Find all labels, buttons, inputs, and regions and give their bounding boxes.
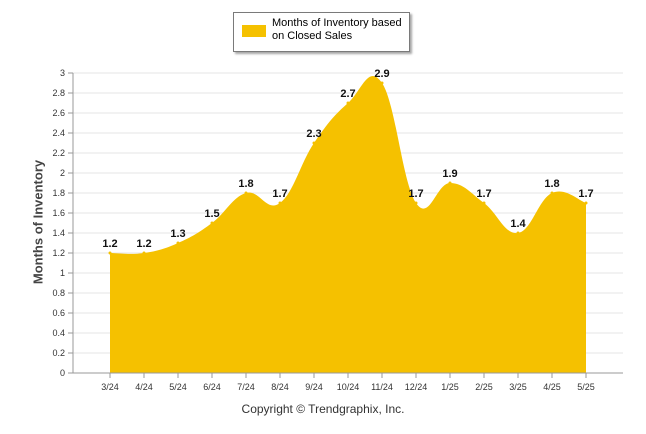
data-label: 1.4 xyxy=(510,218,526,230)
x-tick-label: 3/25 xyxy=(509,382,527,392)
x-tick-label: 9/24 xyxy=(305,382,323,392)
x-tick-label: 4/24 xyxy=(135,382,153,392)
x-tick-label: 4/25 xyxy=(543,382,561,392)
data-point[interactable] xyxy=(176,241,180,245)
y-tick-label: 0.4 xyxy=(52,328,65,338)
x-tick-label: 2/25 xyxy=(475,382,493,392)
y-tick-labels: 0 0.2 0.4 0.6 0.8 1 1.2 1.4 1.6 1.8 2 2.2 2.4 2.6 2.8 3 xyxy=(52,68,65,378)
data-label: 1.7 xyxy=(272,188,287,200)
x-tick-label: 1/25 xyxy=(441,382,459,392)
x-tick-label: 12/24 xyxy=(405,382,428,392)
y-tick-label: 1.4 xyxy=(52,228,65,238)
data-point[interactable] xyxy=(142,251,146,255)
data-label: 1.8 xyxy=(238,178,253,190)
series-area-months-of-inventory xyxy=(110,76,586,373)
x-tick-label: 10/24 xyxy=(337,382,360,392)
data-point[interactable] xyxy=(448,181,452,185)
y-tick-label: 2 xyxy=(60,168,65,178)
data-label: 1.2 xyxy=(102,238,117,250)
x-tick-label: 11/24 xyxy=(371,382,393,392)
data-label: 2.7 xyxy=(340,88,355,100)
legend-label: Months of Inventory based on Closed Sale… xyxy=(272,17,402,42)
data-point[interactable] xyxy=(278,201,282,205)
data-point[interactable] xyxy=(482,201,486,205)
data-label: 2.9 xyxy=(374,68,389,80)
data-label: 2.3 xyxy=(306,128,321,140)
data-label: 1.8 xyxy=(544,178,559,190)
x-tick-label: 6/24 xyxy=(203,382,221,392)
data-point[interactable] xyxy=(244,191,248,195)
x-tick-label: 5/24 xyxy=(169,382,187,392)
data-point[interactable] xyxy=(210,221,214,225)
y-tick-label: 2.4 xyxy=(52,128,65,138)
y-tick-label: 0.8 xyxy=(52,288,65,298)
x-tick-labels: 3/24 4/24 5/24 6/24 7/24 8/24 9/24 10/24 11/24 12… xyxy=(101,373,595,392)
x-tick-label: 8/24 xyxy=(271,382,289,392)
data-label: 1.3 xyxy=(170,228,185,240)
data-label: 1.7 xyxy=(408,188,423,200)
x-tick-label: 7/24 xyxy=(237,382,255,392)
copyright-text: Copyright © Trendgraphix, Inc. xyxy=(241,402,405,416)
data-point[interactable] xyxy=(346,101,350,105)
data-label: 1.5 xyxy=(204,208,219,220)
y-tick-label: 0.2 xyxy=(52,348,65,358)
data-point[interactable] xyxy=(380,81,384,85)
legend-swatch xyxy=(242,25,266,37)
y-tick-label: 0.6 xyxy=(52,308,65,318)
data-point[interactable] xyxy=(312,141,316,145)
data-label: 1.2 xyxy=(136,238,151,250)
data-label: 1.9 xyxy=(442,168,457,180)
data-label: 1.7 xyxy=(578,188,593,200)
y-axis-title: Months of Inventory xyxy=(30,159,46,285)
y-tick-label: 1 xyxy=(60,268,65,278)
data-point[interactable] xyxy=(550,191,554,195)
data-point[interactable] xyxy=(584,201,588,205)
y-tick-label: 3 xyxy=(60,68,65,78)
data-label: 1.7 xyxy=(476,188,491,200)
y-tick-label: 2.2 xyxy=(52,148,65,158)
x-tick-label: 5/25 xyxy=(577,382,595,392)
data-point[interactable] xyxy=(108,251,112,255)
y-tick-label: 2.6 xyxy=(52,108,65,118)
x-tick-label: 3/24 xyxy=(101,382,119,392)
y-tick-label: 1.8 xyxy=(52,188,65,198)
data-point[interactable] xyxy=(516,231,520,235)
y-tick-label: 1.2 xyxy=(52,248,65,258)
y-tick-label: 1.6 xyxy=(52,208,65,218)
y-tick-label: 0 xyxy=(60,368,65,378)
data-point[interactable] xyxy=(414,201,418,205)
y-tick-label: 2.8 xyxy=(52,88,65,98)
data-labels: 1.2 1.2 1.3 1.5 1.8 1.7 2.3 2.7 2.9 1.7 1.9 1.7 1.4 1… xyxy=(102,68,594,255)
legend[interactable]: Months of Inventory based on Closed Sale… xyxy=(233,12,410,52)
